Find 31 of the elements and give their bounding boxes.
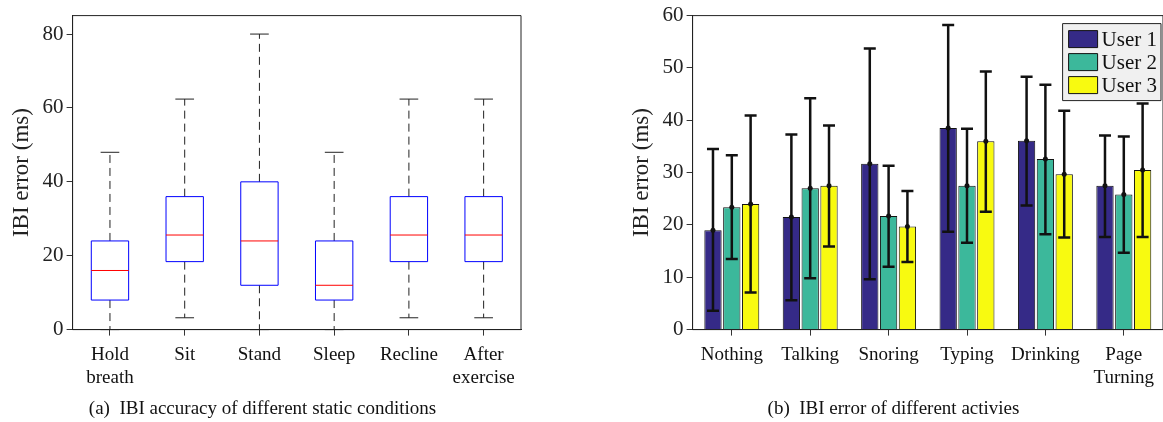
text: (b) IBI error of different activies xyxy=(767,396,1020,419)
legend-label: User 3 xyxy=(1101,72,1157,97)
x-tick-label: Snoring xyxy=(858,342,920,364)
x-tick-label: Hold breath xyxy=(86,342,135,387)
y-tick-label: 40 xyxy=(42,168,64,193)
y-tick-label: 60 xyxy=(662,2,684,27)
y-axis-title: IBI error (ms) xyxy=(7,108,33,238)
y-axis-title: IBI error (ms) xyxy=(627,108,653,238)
x-tick-label: Recline xyxy=(379,342,438,364)
x-tick-label: Nothing xyxy=(700,342,764,364)
y-tick-label: 20 xyxy=(662,211,684,236)
x-tick-label: Drinking xyxy=(1011,342,1081,364)
y-tick-label: 60 xyxy=(42,94,64,119)
y-tick-label: 50 xyxy=(662,54,684,79)
y-tick-label: 0 xyxy=(53,316,64,341)
y-tick-label: 0 xyxy=(673,316,684,341)
x-tick-label: Stand xyxy=(237,342,282,364)
x-tick-label: Talking xyxy=(781,342,840,364)
x-tick-label: Page Turning xyxy=(1093,342,1155,387)
x-tick-label: Sit xyxy=(174,342,196,364)
y-tick-label: 80 xyxy=(42,20,64,45)
y-tick-label: 30 xyxy=(662,159,684,184)
x-tick-label: After exercise xyxy=(452,342,515,387)
legend-label: User 2 xyxy=(1101,49,1157,74)
x-tick-label: Typing xyxy=(940,342,995,364)
y-tick-label: 10 xyxy=(662,263,684,288)
legend-label: User 1 xyxy=(1101,26,1157,51)
y-tick-label: 20 xyxy=(42,242,64,267)
y-tick-label: 40 xyxy=(662,106,684,131)
x-tick-label: Sleep xyxy=(313,342,356,364)
text: (a) IBI accuracy of different static conditions xyxy=(88,396,437,419)
